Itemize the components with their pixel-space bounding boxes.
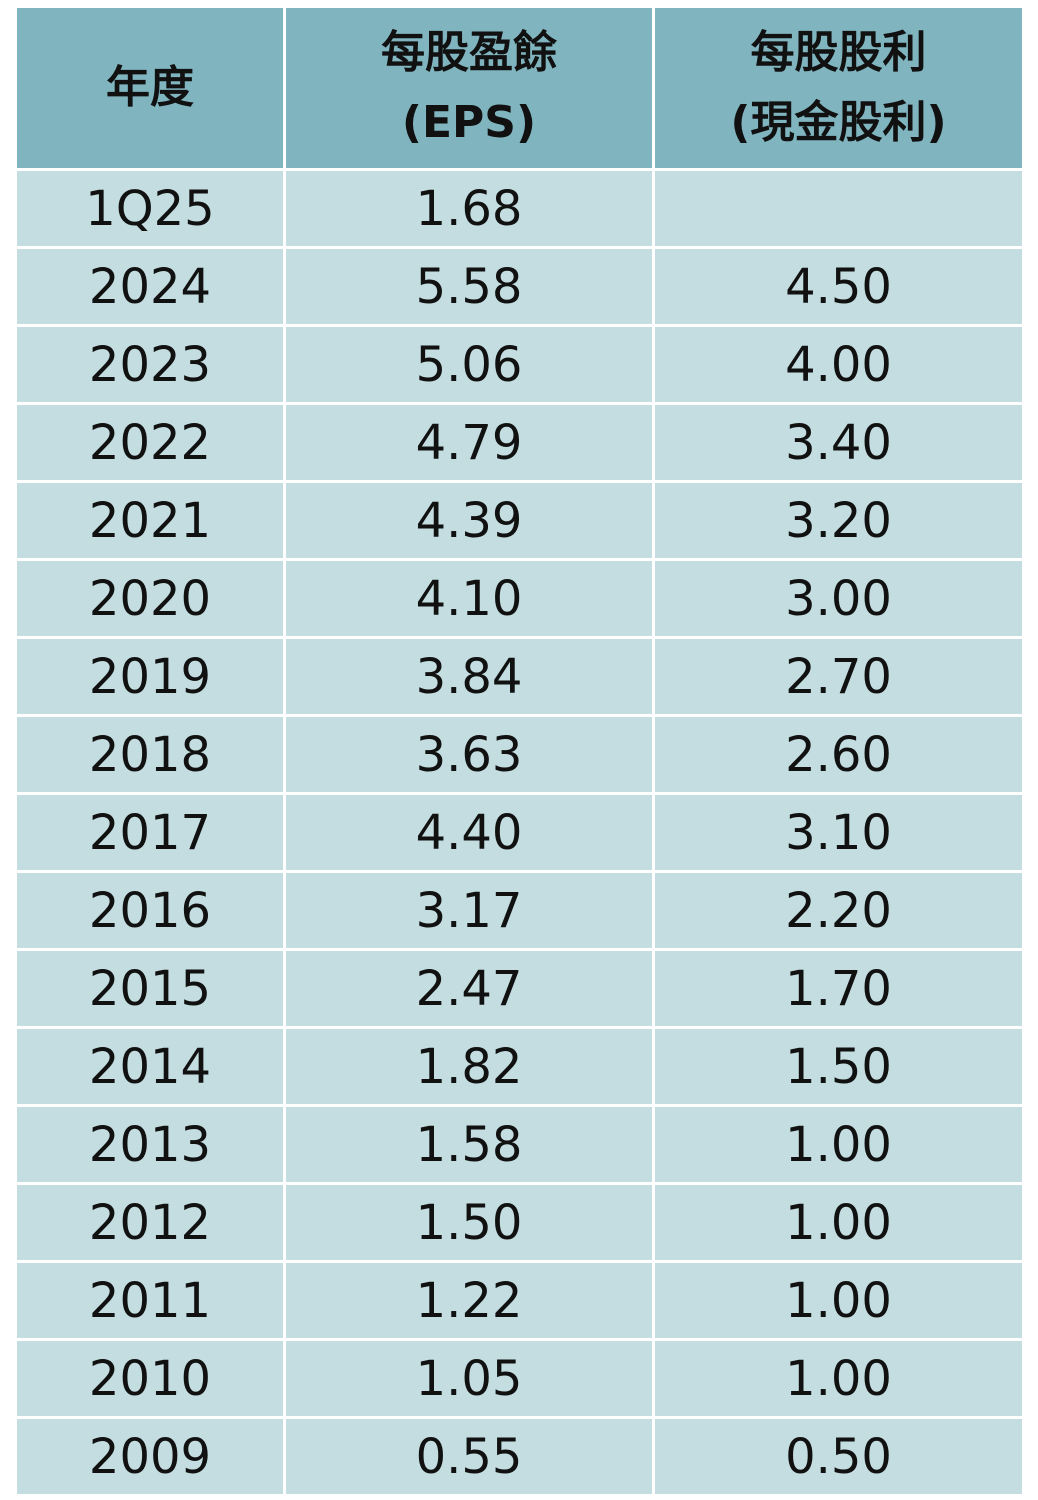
table-cell: 2.20 — [655, 873, 1022, 948]
table-cell: 5.06 — [286, 327, 652, 402]
table-cell: 1.70 — [655, 951, 1022, 1026]
table-cell: 2.60 — [655, 717, 1022, 792]
table-cell: 2022 — [17, 405, 283, 480]
table-cell: 1.82 — [286, 1029, 652, 1104]
header-cell: 每股股利 (現金股利) — [655, 8, 1022, 168]
table-cell: 2.70 — [655, 639, 1022, 714]
table-cell: 4.40 — [286, 795, 652, 870]
table-cell: 2011 — [17, 1263, 283, 1338]
table-cell: 2024 — [17, 249, 283, 324]
table-cell: 2021 — [17, 483, 283, 558]
table-cell: 2013 — [17, 1107, 283, 1182]
table-cell: 1.58 — [286, 1107, 652, 1182]
table-cell: 2009 — [17, 1419, 283, 1494]
header-text: (EPS) — [401, 97, 537, 148]
table-cell: 4.00 — [655, 327, 1022, 402]
header-text: 年度 — [106, 62, 194, 113]
table-cell: 0.50 — [655, 1419, 1022, 1494]
header-text: 每股盈餘 — [381, 27, 557, 78]
table-cell: 4.79 — [286, 405, 652, 480]
table-cell: 1.05 — [286, 1341, 652, 1416]
table-cell: 1.00 — [655, 1341, 1022, 1416]
table-cell: 4.50 — [655, 249, 1022, 324]
header-text: (現金股利) — [730, 97, 947, 148]
table-cell: 5.58 — [286, 249, 652, 324]
header-cell: 年度 — [17, 8, 283, 168]
table-cell: 2014 — [17, 1029, 283, 1104]
table-cell: 1.50 — [286, 1185, 652, 1260]
table-cell: 2023 — [17, 327, 283, 402]
table-cell: 2016 — [17, 873, 283, 948]
table-cell: 3.17 — [286, 873, 652, 948]
header-text: 每股股利 — [750, 27, 927, 78]
table-cell: 0.55 — [286, 1419, 652, 1494]
table-cell: 1.00 — [655, 1107, 1022, 1182]
table-cell: 1.00 — [655, 1185, 1022, 1260]
table-cell: 3.10 — [655, 795, 1022, 870]
table-cell: 1Q25 — [17, 171, 283, 246]
table-cell: 2018 — [17, 717, 283, 792]
table-cell: 1.68 — [286, 171, 652, 246]
table-cell: 3.00 — [655, 561, 1022, 636]
table-cell — [655, 171, 1022, 246]
table-cell: 2012 — [17, 1185, 283, 1260]
table-cell: 4.10 — [286, 561, 652, 636]
header-cell: 每股盈餘 (EPS) — [286, 8, 652, 168]
table-cell: 2015 — [17, 951, 283, 1026]
table-cell: 2.47 — [286, 951, 652, 1026]
table: 年度 每股盈餘 (EPS) 每股股利 (現金股利) 1Q25 1.68 2024 5.58 4.5… — [17, 8, 1022, 1494]
table-cell: 3.40 — [655, 405, 1022, 480]
table-cell: 4.39 — [286, 483, 652, 558]
table-cell: 3.20 — [655, 483, 1022, 558]
table-cell: 1.00 — [655, 1263, 1022, 1338]
table-cell: 2010 — [17, 1341, 283, 1416]
table-cell: 1.22 — [286, 1263, 652, 1338]
table-cell: 3.84 — [286, 639, 652, 714]
table-cell: 1.50 — [655, 1029, 1022, 1104]
table-cell: 2017 — [17, 795, 283, 870]
table-cell: 3.63 — [286, 717, 652, 792]
table-cell: 2020 — [17, 561, 283, 636]
table-cell: 2019 — [17, 639, 283, 714]
